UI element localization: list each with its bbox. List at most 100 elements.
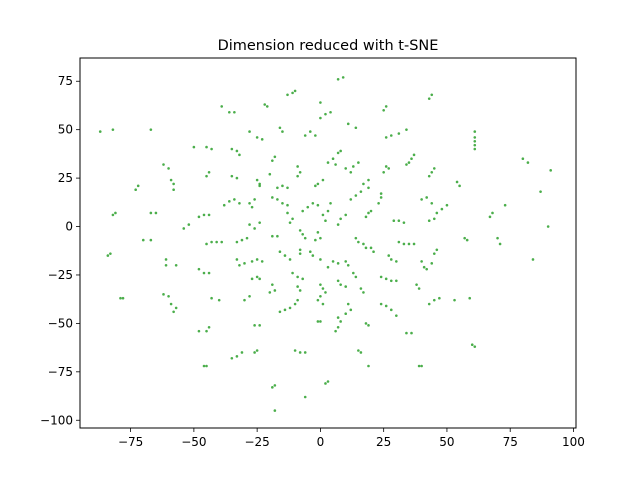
data-point — [362, 182, 365, 186]
data-point — [384, 105, 388, 108]
data-point — [207, 271, 211, 275]
data-point — [215, 240, 218, 244]
data-point — [243, 298, 246, 302]
data-point — [407, 242, 411, 246]
data-point — [420, 198, 423, 201]
data-point — [417, 364, 421, 368]
data-point — [336, 316, 340, 319]
data-point — [321, 213, 325, 217]
data-point — [354, 126, 358, 130]
data-point — [377, 201, 380, 205]
data-point — [248, 201, 251, 205]
data-point — [362, 291, 365, 294]
data-point — [293, 349, 297, 352]
data-point — [336, 262, 340, 265]
data-point — [271, 234, 274, 238]
data-point — [326, 265, 330, 269]
data-point — [255, 275, 259, 279]
data-point — [473, 136, 477, 139]
data-point — [258, 221, 261, 224]
data-point — [286, 93, 289, 97]
data-point — [301, 277, 304, 281]
y-tick-label: 0 — [65, 220, 73, 234]
data-point — [258, 324, 261, 327]
data-point — [253, 324, 256, 327]
data-point — [271, 283, 274, 286]
data-point — [235, 176, 239, 180]
data-point — [222, 203, 226, 207]
data-point — [389, 308, 393, 312]
data-point — [111, 213, 115, 217]
data-point — [417, 287, 421, 290]
data-point — [245, 236, 249, 240]
data-point — [217, 298, 221, 302]
data-point — [425, 196, 428, 199]
data-point — [316, 298, 320, 302]
data-point — [210, 296, 213, 300]
data-point — [293, 89, 297, 93]
data-point — [549, 169, 552, 172]
data-point — [273, 289, 277, 292]
data-point — [364, 322, 368, 325]
data-point — [389, 134, 393, 137]
data-point — [121, 296, 125, 300]
data-point — [326, 380, 330, 383]
data-point — [354, 194, 358, 197]
data-point — [172, 188, 175, 192]
data-point — [359, 351, 363, 354]
data-point — [427, 97, 431, 100]
scatter-points — [98, 76, 552, 412]
data-point — [336, 279, 340, 283]
data-point — [334, 163, 337, 166]
x-tick-label: 0 — [317, 435, 325, 449]
data-point — [316, 320, 320, 323]
data-point — [255, 258, 259, 261]
data-point — [445, 203, 449, 207]
data-point — [210, 147, 213, 151]
data-point — [432, 298, 436, 302]
data-point — [169, 178, 173, 182]
data-point — [276, 198, 279, 201]
data-point — [387, 167, 391, 170]
data-point — [98, 130, 102, 133]
data-point — [427, 302, 431, 306]
data-point — [197, 329, 201, 333]
data-point — [496, 236, 499, 240]
data-point — [220, 105, 224, 108]
data-point — [435, 211, 439, 215]
data-point — [253, 227, 256, 230]
data-point — [271, 386, 274, 389]
data-point — [169, 302, 173, 306]
data-point — [427, 219, 431, 223]
data-point — [207, 170, 211, 174]
x-tick-label: −50 — [181, 435, 206, 449]
data-point — [352, 165, 355, 168]
data-point — [468, 296, 472, 300]
data-point — [395, 260, 398, 263]
data-point — [367, 186, 370, 190]
data-point — [273, 409, 277, 412]
data-point — [174, 263, 178, 267]
data-point — [109, 252, 112, 255]
data-point — [402, 242, 406, 246]
data-point — [321, 302, 325, 306]
data-point — [233, 110, 236, 114]
data-point — [453, 298, 456, 302]
data-point — [344, 285, 348, 288]
data-point — [298, 289, 302, 292]
data-point — [288, 306, 292, 310]
x-tick-label: −25 — [244, 435, 269, 449]
data-point — [324, 382, 327, 385]
data-point — [265, 105, 269, 108]
data-point — [473, 143, 477, 147]
data-point — [349, 198, 353, 201]
data-point — [255, 136, 259, 139]
data-point — [250, 277, 254, 281]
x-tick-label: 75 — [503, 435, 518, 449]
data-point — [298, 248, 302, 252]
data-point — [293, 302, 297, 306]
data-point — [357, 240, 360, 244]
data-point — [141, 238, 145, 242]
data-point — [136, 184, 140, 188]
